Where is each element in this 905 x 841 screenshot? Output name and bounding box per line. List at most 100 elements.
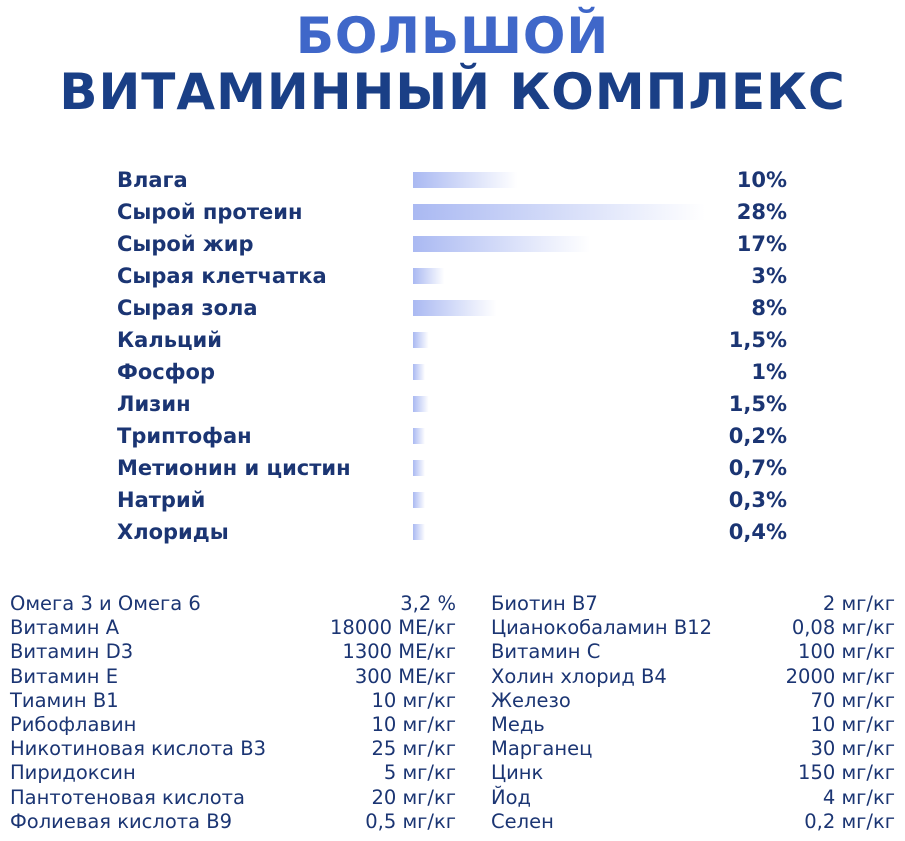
category-label: Сырой протеин [117,200,303,224]
bar [413,396,429,412]
value-label: 3% [751,264,787,288]
vitamin-value: 100 мг/кг [798,640,895,664]
vitamin-value: 18000 МЕ/кг [330,616,456,640]
vitamin-value: 150 мг/кг [798,761,895,785]
vitamin-list-left: Омега 3 и Омега 6 3,2 % Витамин А 18000 МЕ/… [10,592,456,834]
vitamin-row: Йод 4 мг/кг [491,786,895,810]
bar [413,460,425,476]
composition-bar-chart: Влага 10% Сырой протеин 28% Сырой жир 17% Сыра… [117,168,787,544]
vitamin-name: Витамин D3 [10,640,134,664]
vitamin-value: 0,2 мг/кг [804,809,895,833]
vitamin-value: 20 мг/кг [371,785,456,809]
bar [413,428,425,444]
vitamin-value: 10 мг/кг [371,712,456,736]
vitamin-row: Марганец 30 мг/кг [491,737,895,761]
vitamin-row: Тиамин В1 10 мг/кг [10,689,456,713]
value-label: 10% [737,168,787,192]
vitamin-row: Пантотеновая кислота 20 мг/кг [10,786,456,810]
bar [413,300,497,316]
bar [413,204,705,220]
vitamin-row: Витамин С 100 мг/кг [491,640,895,664]
bar [413,172,518,188]
vitamin-name: Медь [491,712,545,736]
value-label: 0,3% [729,488,787,512]
bar [413,332,429,348]
vitamin-row: Цианокобаламин В12 0,08 мг/кг [491,616,895,640]
vitamin-row: Биотин В7 2 мг/кг [491,592,895,616]
value-label: 1,5% [729,328,787,352]
vitamin-name: Селен [491,809,554,833]
category-label: Хлориды [117,520,229,544]
vitamin-value: 10 мг/кг [810,712,895,736]
vitamin-value: 5 мг/кг [383,761,456,785]
vitamin-name: Йод [491,785,531,809]
vitamin-row: Рибофлавин 10 мг/кг [10,713,456,737]
title-line-2: ВИТАМИННЫЙ КОМПЛЕКС [59,63,846,121]
vitamin-row: Медь 10 мг/кг [491,713,895,737]
bar [413,524,425,540]
vitamin-name: Пиридоксин [10,761,136,785]
vitamin-name: Омега 3 и Омега 6 [10,592,201,615]
category-label: Лизин [117,392,191,416]
value-label: 17% [737,232,787,256]
vitamin-name: Биотин В7 [491,592,598,615]
vitamin-name: Холин хлорид В4 [491,664,667,688]
category-label: Фосфор [117,360,215,384]
vitamin-value: 30 мг/кг [810,737,895,761]
vitamin-row: Никотиновая кислота В3 25 мг/кг [10,737,456,761]
value-label: 1% [751,360,787,384]
vitamin-value: 10 мг/кг [371,688,456,712]
value-label: 0,2% [729,424,787,448]
vitamin-name: Никотиновая кислота В3 [10,737,266,761]
category-label: Сырой жир [117,232,254,256]
value-label: 0,4% [729,520,787,544]
vitamin-value: 70 мг/кг [810,688,895,712]
value-label: 1,5% [729,392,787,416]
vitamin-name: Витамин Е [10,664,119,688]
vitamin-row: Холин хлорид В4 2000 мг/кг [491,665,895,689]
vitamin-row: Пиридоксин 5 мг/кг [10,761,456,785]
vitamin-list-right: Биотин В7 2 мг/кг Цианокобаламин В12 0,08 м… [491,592,895,834]
bar [413,236,591,252]
vitamin-value: 1300 МЕ/кг [342,640,456,664]
category-label: Влага [117,168,188,192]
vitamin-row: Цинк 150 мг/кг [491,761,895,785]
vitamin-value: 4 мг/кг [822,785,895,809]
category-label: Сырая клетчатка [117,264,327,288]
category-label: Триптофан [117,424,252,448]
vitamin-name: Цианокобаламин В12 [491,616,713,640]
vitamin-name: Витамин А [10,616,120,640]
category-label: Сырая зола [117,296,258,320]
vitamin-name: Фолиевая кислота В9 [10,809,233,833]
vitamin-row: Витамин D3 1300 МЕ/кг [10,640,456,664]
vitamin-name: Марганец [491,737,593,761]
vitamin-row: Витамин А 18000 МЕ/кг [10,616,456,640]
bar [413,492,425,508]
vitamin-row: Железо 70 мг/кг [491,689,895,713]
vitamin-row: Омега 3 и Омега 6 3,2 % [10,592,456,616]
vitamin-value: 0,08 мг/кг [791,616,895,640]
category-label: Натрий [117,488,205,512]
vitamin-row: Витамин Е 300 МЕ/кг [10,665,456,689]
vitamin-value: 2 мг/кг [822,592,895,615]
vitamin-name: Цинк [491,761,544,785]
vitamin-value: 300 МЕ/кг [354,664,456,688]
value-label: 0,7% [729,456,787,480]
vitamin-name: Рибофлавин [10,712,137,736]
category-label: Метионин и цистин [117,456,351,480]
vitamin-value: 2000 мг/кг [785,664,895,688]
vitamin-row: Селен 0,2 мг/кг [491,810,895,834]
vitamin-value: 0,5 мг/кг [365,809,456,833]
vitamin-name: Тиамин В1 [10,688,119,712]
category-label: Кальций [117,328,222,352]
title-line-1: БОЛЬШОЙ [295,7,610,65]
value-label: 8% [751,296,787,320]
bar [413,268,445,284]
vitamin-row: Фолиевая кислота В9 0,5 мг/кг [10,810,456,834]
vitamin-name: Пантотеновая кислота [10,785,245,809]
vitamin-value: 25 мг/кг [371,737,456,761]
bar [413,364,425,380]
vitamin-value: 3,2 % [400,592,456,615]
vitamin-name: Железо [491,688,571,712]
value-label: 28% [737,200,787,224]
